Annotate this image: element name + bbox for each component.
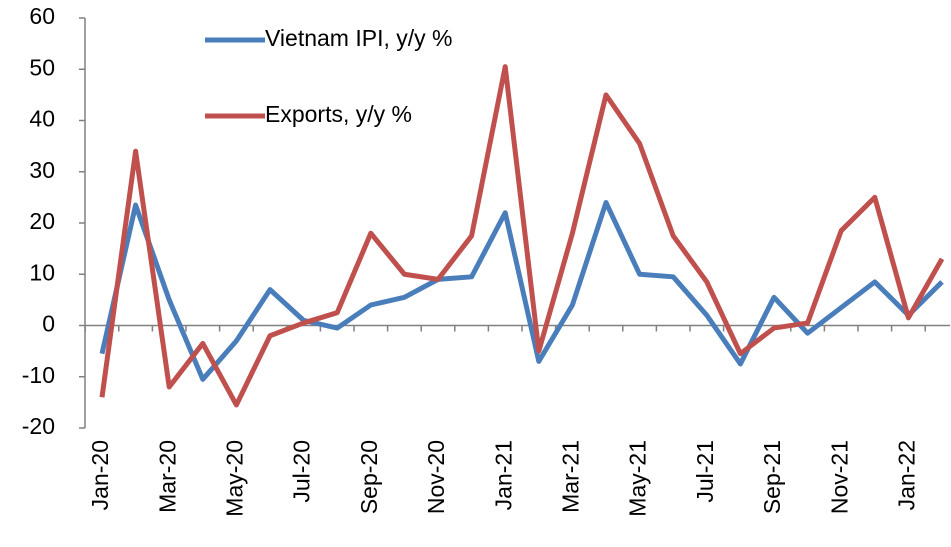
x-tick-label: Jan-22 <box>893 440 919 510</box>
x-tick-label: Jan-21 <box>490 440 516 510</box>
y-tick-label: -10 <box>22 362 55 388</box>
y-tick-label: 10 <box>29 259 55 285</box>
x-tick-label: Jan-20 <box>87 440 113 510</box>
y-tick-label: -20 <box>22 413 55 439</box>
x-tick-label: Jul-20 <box>289 440 315 503</box>
y-tick-label: 40 <box>29 106 55 132</box>
x-tick-label: May-21 <box>625 440 651 517</box>
x-tick-label: Mar-20 <box>154 440 180 513</box>
series-line <box>99 64 945 408</box>
x-tick-label: May-20 <box>221 440 247 517</box>
y-tick-label: 60 <box>29 3 55 29</box>
legend-label: Vietnam IPI, y/y % <box>265 25 452 51</box>
y-tick-label: 30 <box>29 157 55 183</box>
x-tick-label: Sep-21 <box>759 440 785 514</box>
legend-label: Exports, y/y % <box>265 101 412 127</box>
x-tick-label: Nov-20 <box>423 440 449 514</box>
x-tick-label: Nov-21 <box>826 440 852 514</box>
series-line <box>99 200 944 382</box>
x-tick-label: Jul-21 <box>692 440 718 503</box>
x-tick-label: Mar-21 <box>557 440 583 513</box>
x-tick-label: Sep-20 <box>356 440 382 514</box>
y-tick-label: 50 <box>29 54 55 80</box>
y-tick-label: 0 <box>42 311 55 337</box>
y-tick-label: 20 <box>29 208 55 234</box>
